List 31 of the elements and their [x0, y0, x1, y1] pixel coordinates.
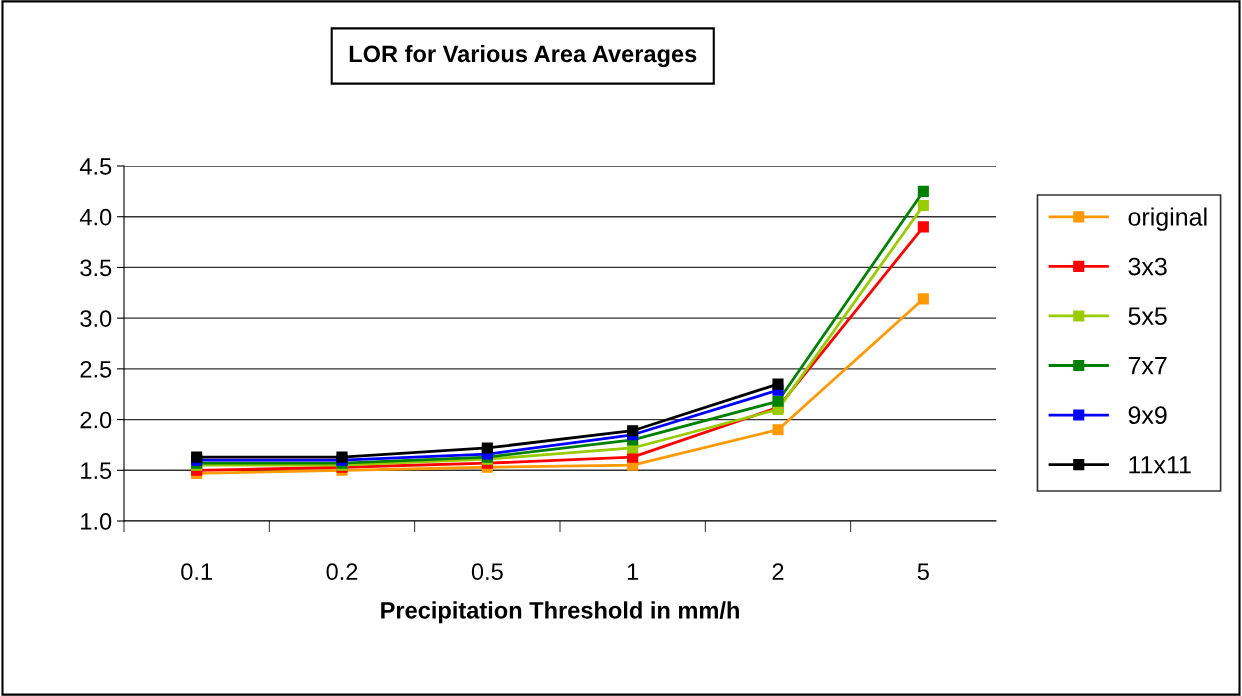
- x-tick-label: 1: [627, 563, 639, 580]
- x-tick-label: 0.1: [181, 563, 212, 581]
- y-tick-label: 4.0: [79, 208, 112, 226]
- point: [917, 185, 929, 197]
- x-tick-label: 0.2: [326, 563, 358, 581]
- point: [772, 395, 784, 407]
- legend-label: 3x3: [1128, 257, 1167, 276]
- y-tick-label: 1.0: [81, 513, 112, 530]
- point: [917, 221, 929, 233]
- legend-label: 5x5: [1128, 307, 1167, 325]
- point: [917, 293, 929, 305]
- x-axis-title: Precipitation Threshold in mm/h: [381, 601, 739, 624]
- chart-title: LOR for Various Area Averages: [349, 44, 697, 68]
- y-tick-label: 2.5: [80, 360, 112, 378]
- legend-label: 11x11: [1129, 456, 1191, 474]
- point: [772, 378, 784, 390]
- x-tick-label: 5: [917, 563, 929, 581]
- point: [481, 442, 493, 454]
- point: [627, 425, 639, 437]
- point: [917, 200, 929, 212]
- x-tick-label: 0.5: [471, 563, 503, 581]
- y-tick-label: 3.0: [80, 310, 112, 327]
- x-tick-label: 2: [772, 563, 784, 580]
- y-tick-label: 2.0: [80, 411, 112, 429]
- legend-label: 9x9: [1128, 406, 1167, 425]
- legend-label: 7x7: [1128, 357, 1167, 375]
- y-tick-label: 4.5: [79, 158, 112, 175]
- y-tick-label: 3.5: [80, 259, 112, 277]
- legend-label: original: [1128, 207, 1207, 231]
- point: [772, 424, 784, 436]
- y-tick-label: 1.5: [81, 462, 112, 480]
